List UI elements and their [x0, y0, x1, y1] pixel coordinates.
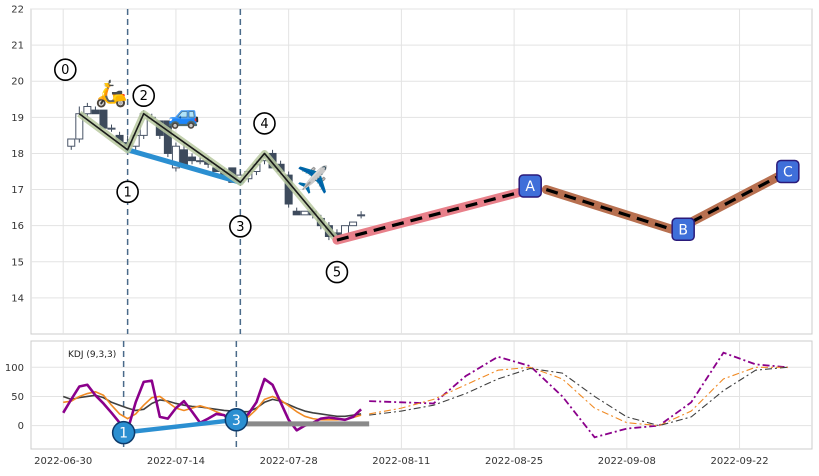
candle-body: [83, 106, 92, 115]
candle-body: [91, 109, 100, 115]
wave-label-text: 1: [123, 185, 131, 200]
candle-body: [99, 109, 108, 129]
kdj-trend-line: [121, 417, 239, 435]
candle-body: [67, 138, 76, 147]
projection-label-text: C: [783, 165, 793, 181]
projection-segment-dash: [545, 188, 684, 235]
wave-label-circle: [132, 84, 156, 108]
wave-label-circle: [54, 58, 77, 82]
price-y-tick-label: 18: [11, 149, 24, 160]
projection-segment-band: [686, 167, 793, 227]
marker-emoji: 🛵: [95, 79, 127, 109]
wave-label-circle: [229, 215, 252, 238]
candle-body: [300, 210, 309, 216]
price-trend-line: [125, 147, 243, 185]
price-y-tick-label: 16: [11, 221, 24, 232]
candle-body: [292, 210, 301, 216]
price-y-tick-label: 15: [11, 257, 24, 268]
projection-label-box: [671, 217, 695, 242]
wave-label-text: 2: [140, 89, 148, 104]
x-tick-label: 2022-09-08: [598, 456, 656, 467]
kdj-y-tick-label: 100: [5, 363, 24, 374]
projection-label-box: [518, 174, 542, 198]
x-tick-label: 2022-08-25: [485, 456, 543, 467]
kdj-y-tick-label: 50: [11, 392, 24, 403]
price-y-tick-label: 14: [11, 293, 24, 304]
wave-label-circle: [325, 260, 349, 284]
wave-label-text: 5: [333, 266, 341, 281]
price-plot-area: [30, 8, 813, 335]
candle-body: [357, 214, 366, 217]
price-y-tick-label: 20: [11, 77, 24, 88]
candle-body: [196, 160, 205, 163]
wave-label-circle: [116, 180, 139, 204]
candle-body: [107, 127, 116, 130]
kdj-forecast-line: [369, 351, 788, 439]
wave-label-text: 3: [236, 220, 244, 235]
kdj-wave-marker: [111, 420, 136, 445]
kdj-wave-marker-text: 3: [232, 413, 241, 429]
price-y-tick-label: 19: [11, 113, 24, 124]
wave-label-circle: [253, 112, 276, 135]
x-tick-label: 2022-07-28: [260, 456, 318, 467]
price-panel: 14 15 16 17 18 19 20 21 22 0 1 2 3 4 5 A B C 🛵 🚙 ✈️: [11, 5, 813, 335]
price-y-tick-label: 22: [11, 5, 24, 16]
projection-label-text: A: [525, 179, 535, 195]
kdj-y-tick-label: 0: [18, 421, 24, 432]
candle-body: [349, 221, 358, 227]
x-tick-label: 2022-08-11: [372, 456, 430, 467]
x-tick-label: 2022-07-14: [147, 456, 205, 467]
kdj-plot-area: [30, 340, 813, 450]
wave-path: [78, 112, 338, 241]
kdj-series-line: [63, 390, 362, 421]
projection-label-text: B: [678, 222, 688, 238]
candle-body: [179, 149, 188, 165]
marker-emoji: 🚙: [168, 101, 200, 131]
projection-label-box: [776, 159, 800, 184]
x-tick-label: 2022-09-22: [710, 456, 768, 467]
x-tick-label: 2022-06-30: [34, 456, 92, 467]
price-y-tick-label: 17: [11, 185, 24, 196]
projection-segment-dash: [336, 188, 531, 242]
kdj-forecast-line: [369, 366, 788, 427]
kdj-label: KDJ (9,3,3): [68, 350, 116, 360]
kdj-wave-marker-text: 1: [119, 426, 128, 442]
kdj-series-line: [62, 394, 362, 418]
candle-body: [188, 156, 197, 162]
kdj-wave-marker: [224, 408, 249, 432]
price-y-tick-label: 21: [11, 41, 24, 52]
candle-body: [171, 145, 180, 169]
kdj-forecast-line: [369, 366, 788, 427]
wave-label-text: 4: [260, 117, 268, 132]
marker-emoji: ✈️: [297, 164, 329, 196]
kdj-panel: 0 50 100 KDJ (9,3,3) 1 3: [5, 340, 813, 450]
wave-label-text: 0: [61, 63, 69, 78]
